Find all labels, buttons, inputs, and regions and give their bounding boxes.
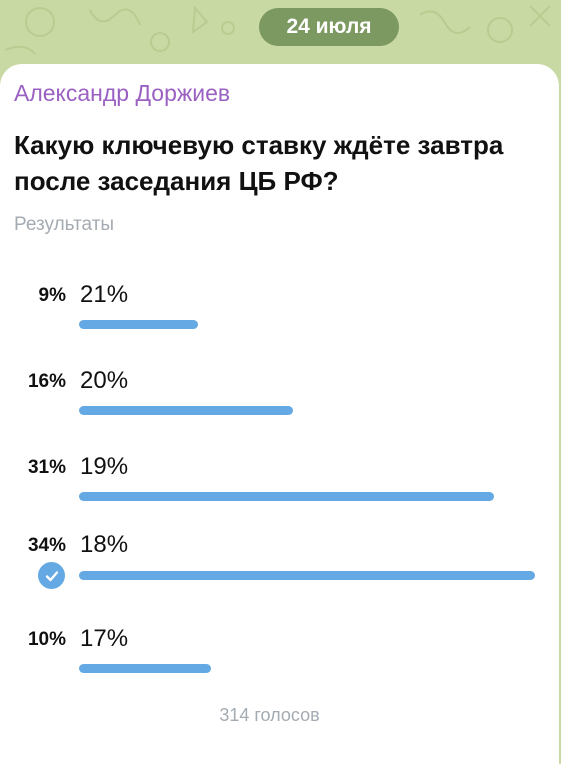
poll-option[interactable]: 16% 20% bbox=[0, 367, 559, 429]
poll-option[interactable]: 31% 19% bbox=[0, 453, 559, 515]
author-name[interactable]: Александр Доржиев bbox=[14, 80, 231, 106]
option-label: 18% bbox=[80, 531, 129, 558]
option-percent: 10% bbox=[27, 629, 66, 650]
option-result-bar bbox=[79, 320, 198, 329]
vote-count[interactable]: 314 голосов bbox=[219, 705, 320, 725]
option-label: 19% bbox=[80, 453, 129, 480]
poll-option[interactable]: 10% 17% bbox=[0, 625, 559, 687]
option-percent: 9% bbox=[38, 285, 66, 306]
check-circle-icon bbox=[38, 562, 65, 589]
poll-option[interactable]: 34% 18% bbox=[0, 531, 559, 601]
option-label: 21% bbox=[80, 281, 129, 308]
option-result-bar bbox=[79, 571, 535, 580]
date-badge: 24 июля bbox=[259, 8, 399, 46]
poll-question: Какую ключевую ставку ждёте завтра после… bbox=[14, 130, 504, 196]
option-result-bar bbox=[79, 406, 293, 415]
option-percent: 31% bbox=[27, 457, 66, 478]
option-result-bar bbox=[79, 492, 494, 501]
option-percent: 34% bbox=[27, 535, 66, 556]
chat-wallpaper bbox=[4, 5, 551, 55]
results-label: Результаты bbox=[14, 214, 115, 235]
option-label: 20% bbox=[80, 367, 129, 394]
option-label: 17% bbox=[80, 625, 129, 652]
option-result-bar bbox=[79, 664, 211, 673]
option-percent: 16% bbox=[27, 371, 66, 392]
poll-option[interactable]: 9% 21% bbox=[0, 281, 559, 343]
